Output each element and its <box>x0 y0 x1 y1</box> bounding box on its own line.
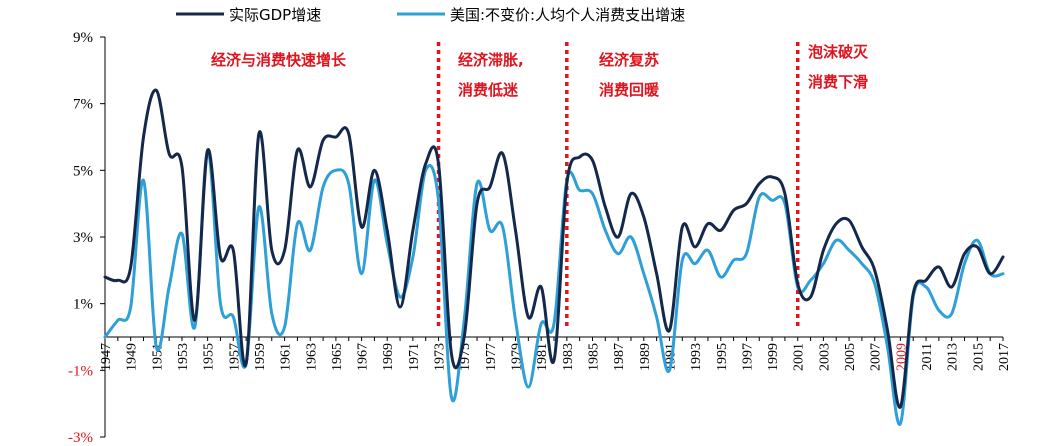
x-tick-label: 1967 <box>356 343 371 371</box>
period-annotation: 消费下滑 <box>808 73 868 91</box>
x-tick-label: 2011 <box>920 343 935 370</box>
x-tick-label: 1971 <box>407 343 422 371</box>
y-tick-label: 5% <box>73 163 93 179</box>
x-tick-label: 1995 <box>715 343 730 371</box>
y-tick-label: -1% <box>68 363 93 379</box>
legend-label-consumption: 美国:不变价:人均个人消费支出增速 <box>450 6 685 24</box>
x-tick-label: 1959 <box>253 343 268 371</box>
x-tick-label: 1993 <box>689 343 704 371</box>
y-tick-label: 1% <box>73 297 93 313</box>
x-tick-label: 1947 <box>99 343 114 371</box>
legend-label-gdp: 实际GDP增速 <box>229 6 321 24</box>
series-line-gdp <box>103 88 1005 409</box>
x-tick-label: 2003 <box>817 343 832 371</box>
y-tick-label: 9% <box>73 30 93 46</box>
x-tick-label: 1949 <box>125 343 140 371</box>
x-tick-label: 1981 <box>535 343 550 371</box>
y-tick-label: 3% <box>73 230 93 246</box>
period-annotation: 泡沫破灭 <box>808 43 869 61</box>
x-tick-label: 1983 <box>561 343 576 371</box>
x-tick-label: 1989 <box>638 343 653 371</box>
x-tick-label: 1985 <box>586 343 601 371</box>
x-tick-label: 1999 <box>766 343 781 371</box>
x-tick-label: 1997 <box>740 343 755 371</box>
y-axis: 9% 7% 5% 3% 1% -1% -3% <box>68 30 106 446</box>
legend: 实际GDP增速 美国:不变价:人均个人消费支出增速 <box>176 6 685 24</box>
x-tick-label: 1973 <box>433 343 448 371</box>
x-tick-label: 2013 <box>946 343 961 371</box>
x-tick-label: 2015 <box>971 343 986 371</box>
x-tick-label: 2017 <box>997 343 1012 371</box>
x-tick-label: 1977 <box>484 343 499 371</box>
period-annotation: 消费低迷 <box>458 81 519 99</box>
series-lines <box>103 88 1005 426</box>
x-tick-label: 2007 <box>869 343 884 371</box>
x-tick-label: 2001 <box>792 343 807 371</box>
x-tick-label: 1951 <box>150 343 165 371</box>
series-line-consumption <box>103 148 1005 426</box>
x-tick-label: 1987 <box>612 343 627 371</box>
period-annotation: 经济与消费快速增长 <box>211 51 347 69</box>
x-tick-label: 1953 <box>176 343 191 371</box>
period-annotation: 经济复苏 <box>599 51 659 69</box>
x-tick-label: 1969 <box>381 343 396 371</box>
x-tick-label: 1955 <box>202 343 217 371</box>
x-tick-label: 2005 <box>843 343 858 371</box>
y-tick-label: -3% <box>68 430 93 446</box>
x-axis: 1947 1949 1951 1953 1955 1957 1959 1961 1963 1965… <box>99 336 1012 371</box>
x-tick-label: 1963 <box>304 343 319 371</box>
x-tick-label: 1965 <box>330 343 345 371</box>
y-tick-label: 7% <box>73 97 93 113</box>
x-tick-label: 1961 <box>279 343 294 371</box>
period-annotation: 消费回暖 <box>599 81 660 99</box>
period-annotation: 经济滞胀, <box>458 51 524 69</box>
